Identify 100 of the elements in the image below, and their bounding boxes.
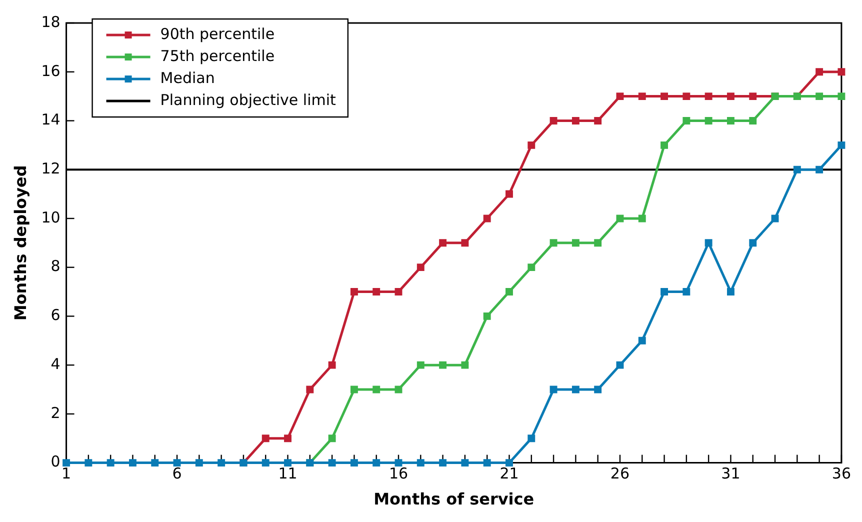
point	[660, 141, 668, 149]
point	[704, 239, 712, 247]
point	[838, 92, 846, 100]
point	[749, 239, 757, 247]
legend-label: Median	[160, 68, 215, 87]
point	[62, 459, 70, 467]
point	[704, 117, 712, 124]
point	[372, 288, 380, 296]
point	[550, 117, 558, 124]
point	[328, 434, 336, 442]
point	[616, 92, 624, 100]
y-tick-label: 16	[41, 62, 60, 80]
point	[749, 92, 757, 100]
point	[682, 288, 690, 296]
point	[528, 264, 536, 272]
point	[838, 68, 846, 76]
point	[416, 361, 424, 369]
x-tick-label: 26	[610, 464, 630, 483]
point	[129, 459, 136, 467]
point	[660, 92, 668, 100]
y-tick-label: 14	[41, 110, 60, 129]
x-tick-label: 16	[388, 464, 408, 483]
point	[173, 459, 181, 467]
point	[838, 141, 846, 149]
y-tick-label: 0	[50, 452, 60, 471]
point	[350, 386, 358, 394]
point	[372, 386, 380, 394]
point	[416, 459, 424, 467]
point	[439, 361, 447, 369]
x-tick-label: 1	[62, 464, 72, 483]
point	[350, 459, 358, 467]
point	[572, 117, 580, 124]
point	[328, 361, 336, 369]
x-tick-label: 31	[721, 464, 740, 483]
point	[726, 117, 734, 124]
point	[461, 361, 469, 369]
point	[793, 166, 801, 174]
legend-label: 90th percentile	[160, 24, 275, 43]
point	[572, 386, 580, 394]
point	[506, 190, 513, 198]
point	[461, 239, 469, 247]
point	[151, 459, 159, 467]
point	[483, 214, 491, 222]
y-tick-label: 10	[41, 208, 60, 226]
y-tick-label: 6	[50, 306, 60, 324]
point	[218, 459, 226, 467]
point	[483, 459, 491, 467]
point	[749, 117, 757, 124]
point	[394, 459, 402, 467]
point	[439, 459, 447, 467]
y-tick-label: 4	[50, 354, 60, 373]
x-tick-label: 36	[832, 464, 852, 483]
y-tick-label: 8	[50, 257, 60, 276]
point	[594, 117, 602, 124]
x-tick-label: 11	[278, 464, 298, 483]
legend-label: 75th percentile	[160, 46, 275, 65]
point	[84, 459, 92, 467]
point	[771, 214, 779, 222]
point	[594, 239, 602, 247]
point	[306, 386, 314, 394]
point	[394, 386, 402, 394]
point	[550, 239, 558, 247]
point	[506, 288, 513, 296]
point	[284, 434, 292, 442]
y-tick-label: 12	[41, 159, 60, 178]
point	[394, 288, 402, 296]
point	[660, 288, 668, 296]
y-tick-label: 18	[41, 12, 60, 31]
y-axis-title: Months deployed	[10, 165, 30, 321]
point	[816, 166, 824, 174]
point	[528, 141, 536, 149]
point	[638, 92, 646, 100]
point	[262, 459, 270, 467]
point	[572, 239, 580, 247]
point	[638, 214, 646, 222]
point	[704, 92, 712, 100]
point	[328, 459, 336, 467]
point	[106, 459, 114, 467]
y-tick-label: 2	[50, 404, 60, 422]
point	[550, 386, 558, 394]
point	[528, 434, 536, 442]
point	[726, 288, 734, 296]
point	[616, 214, 624, 222]
legend-label: Planning objective limit	[160, 90, 336, 109]
x-axis-title: Months of service	[374, 490, 534, 509]
point	[439, 239, 447, 247]
point	[682, 92, 690, 100]
x-tick-label: 21	[500, 464, 519, 483]
point	[284, 459, 292, 467]
point	[594, 386, 602, 394]
point	[506, 459, 513, 467]
point	[816, 92, 824, 100]
point	[483, 312, 491, 320]
point	[461, 459, 469, 467]
point	[616, 361, 624, 369]
point	[726, 92, 734, 100]
point	[416, 264, 424, 272]
point	[195, 459, 203, 467]
point	[350, 288, 358, 296]
point	[372, 459, 380, 467]
